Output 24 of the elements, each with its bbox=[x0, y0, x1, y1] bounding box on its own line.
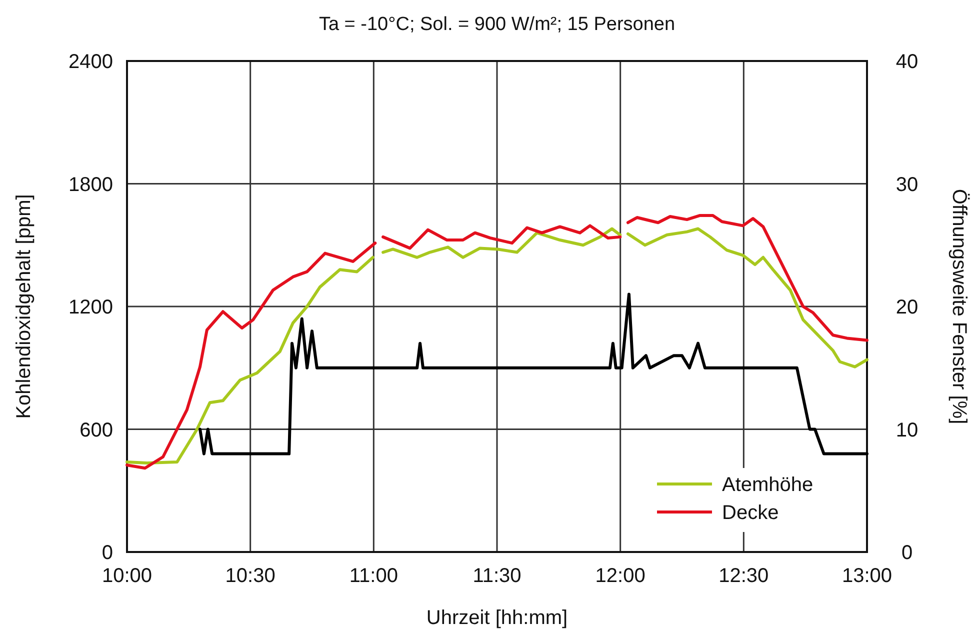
x-tick-label: 10:30 bbox=[225, 565, 276, 587]
y2-tick-label: 10 bbox=[896, 419, 918, 442]
y2-tick-label: 0 bbox=[901, 542, 913, 564]
x-tick-label: 12:00 bbox=[595, 565, 646, 587]
x-axis-title: Uhrzeit [hh:mm] bbox=[426, 607, 568, 629]
x-tick-label: 12:30 bbox=[718, 565, 769, 587]
y-tick-label: 1200 bbox=[68, 296, 113, 318]
x-tick-label: 10:00 bbox=[102, 565, 152, 587]
y-tick-label: 0 bbox=[102, 542, 113, 564]
y-tick-label: 1800 bbox=[68, 174, 113, 196]
chart-title: Ta = -10°C; Sol. = 900 W/m²; 15 Personen bbox=[318, 14, 676, 35]
x-tick-label: 13:00 bbox=[842, 565, 892, 587]
x-tick-label: 11:30 bbox=[472, 565, 522, 587]
legend-label: Atemhöhe bbox=[722, 474, 814, 496]
y-tick-label: 600 bbox=[80, 419, 113, 442]
y2-tick-label: 40 bbox=[896, 51, 918, 73]
y2-tick-label: 30 bbox=[896, 174, 918, 196]
y-axis-title: Kohlendioxidgehalt [ppm] bbox=[13, 194, 35, 419]
y-tick-label: 2400 bbox=[68, 51, 113, 73]
y2-tick-label: 20 bbox=[896, 296, 918, 318]
y2-axis-title: Öffnungsweite Fenster [%] bbox=[948, 188, 970, 424]
line-series bbox=[198, 292, 868, 456]
x-tick-label: 11:00 bbox=[349, 565, 398, 587]
legend-label: Decke bbox=[722, 502, 779, 524]
